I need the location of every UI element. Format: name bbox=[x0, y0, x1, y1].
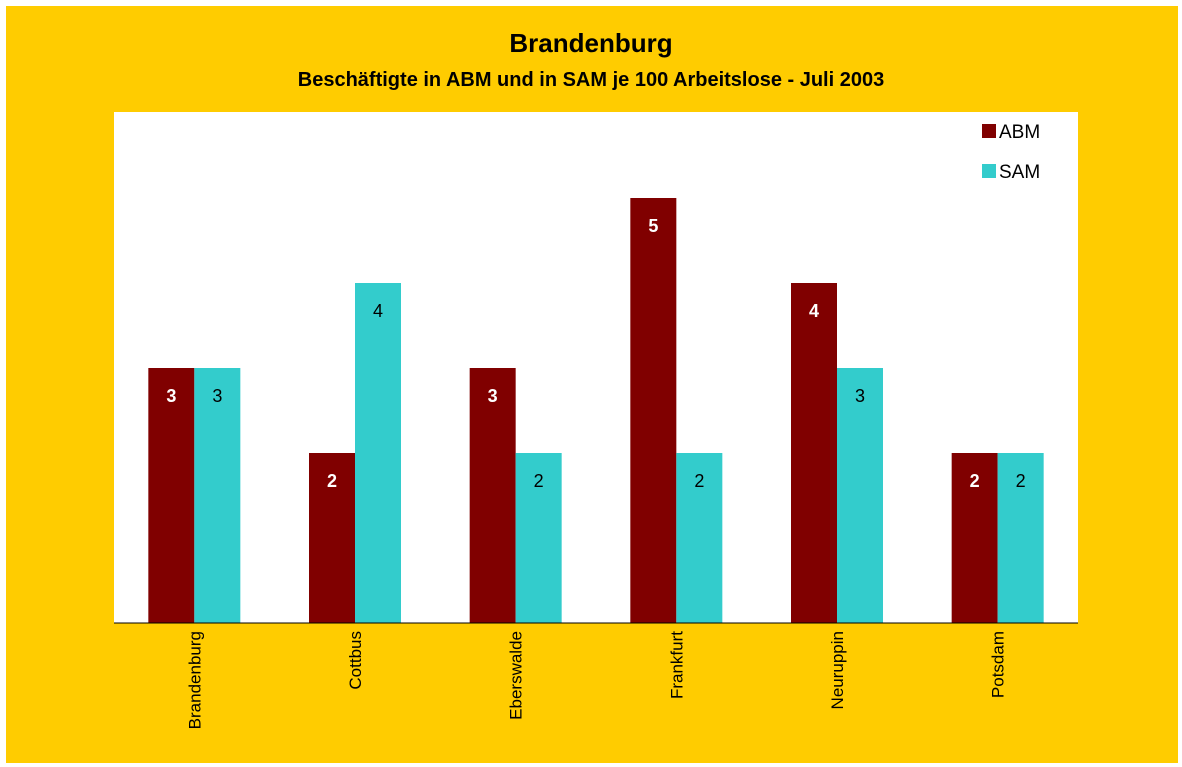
data-label-sam-cottbus: 4 bbox=[373, 301, 383, 321]
data-label-sam-neuruppin: 3 bbox=[855, 386, 865, 406]
chart-title: Brandenburg bbox=[509, 28, 673, 58]
bar-sam-potsdam bbox=[997, 453, 1044, 623]
chart-subtitle: Beschäftigte in ABM und in SAM je 100 Ar… bbox=[297, 69, 885, 91]
data-label-abm-frankfurt: 5 bbox=[648, 216, 658, 236]
bar-sam-frankfurt bbox=[676, 453, 723, 623]
legend-swatch-abm bbox=[982, 124, 996, 138]
legend-label-abm: ABM bbox=[999, 122, 1040, 143]
legend: ABM SAM bbox=[982, 122, 1040, 183]
bar-abm-neuruppin bbox=[791, 283, 837, 623]
bar-sam-cottbus bbox=[355, 283, 401, 623]
plot-area bbox=[114, 112, 1078, 623]
data-label-sam-eberswalde: 2 bbox=[534, 471, 544, 491]
bar-sam-eberswalde bbox=[515, 453, 562, 623]
data-label-abm-cottbus: 2 bbox=[327, 471, 337, 491]
bars-group bbox=[148, 198, 1044, 623]
x-tick-label-frankfurt: Frankfurt bbox=[667, 631, 686, 699]
data-label-abm-potsdam: 2 bbox=[970, 471, 980, 491]
bar-abm-frankfurt bbox=[630, 198, 677, 623]
data-label-abm-neuruppin: 4 bbox=[809, 301, 819, 321]
bar-sam-neuruppin bbox=[837, 368, 883, 623]
bar-sam-brandenburg bbox=[194, 368, 241, 623]
x-tick-labels-group: Brandenburg Cottbus Eberswalde Frankfurt Neu… bbox=[185, 631, 1007, 730]
data-label-abm-eberswalde: 3 bbox=[488, 386, 498, 406]
data-label-sam-frankfurt: 2 bbox=[694, 471, 704, 491]
x-tick-label-potsdam: Potsdam bbox=[989, 631, 1008, 698]
value-labels-group: 3 3 2 4 3 2 5 2 4 3 2 2 bbox=[166, 216, 1025, 491]
bar-abm-cottbus bbox=[309, 453, 355, 623]
x-tick-label-eberswalde: Eberswalde bbox=[507, 631, 526, 720]
x-tick-label-neuruppin: Neuruppin bbox=[828, 631, 847, 709]
data-label-sam-brandenburg: 3 bbox=[212, 386, 222, 406]
x-tick-label-cottbus: Cottbus bbox=[346, 631, 365, 690]
legend-swatch-sam bbox=[982, 164, 996, 178]
legend-label-sam: SAM bbox=[999, 162, 1040, 183]
bar-abm-eberswalde bbox=[469, 368, 516, 623]
bar-abm-brandenburg bbox=[148, 368, 195, 623]
bar-abm-potsdam bbox=[951, 453, 998, 623]
data-label-sam-potsdam: 2 bbox=[1016, 471, 1026, 491]
data-label-abm-brandenburg: 3 bbox=[166, 386, 176, 406]
x-tick-label-brandenburg: Brandenburg bbox=[185, 631, 204, 729]
